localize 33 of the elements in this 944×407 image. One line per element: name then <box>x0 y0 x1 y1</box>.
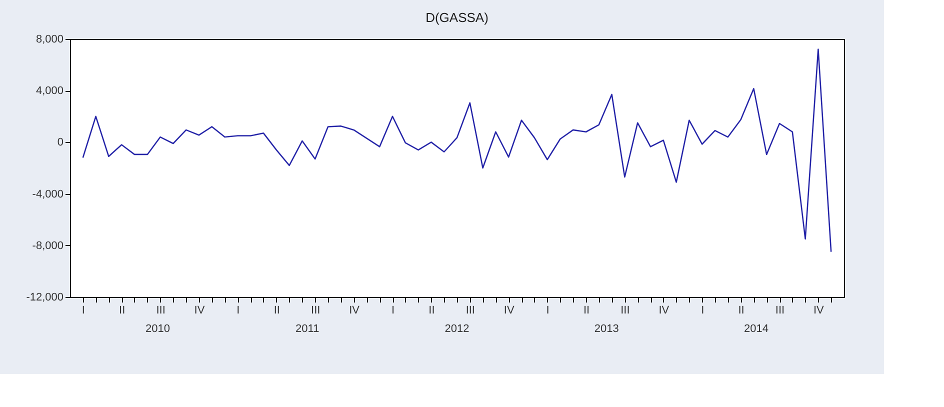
x-tick-label: II <box>274 304 280 316</box>
x-tick-label: III <box>620 304 630 316</box>
text: 2014 <box>744 323 769 335</box>
y-tick-label: -4,000 <box>32 188 64 200</box>
x-tick-label: IV <box>813 304 825 316</box>
x-tick-label: I <box>82 304 85 316</box>
x-tick-label: II <box>583 304 590 316</box>
text: 2011 <box>296 323 320 335</box>
x-tick-label: I <box>236 304 240 316</box>
x-tick-label: IV <box>504 304 515 316</box>
x-tick-label: I <box>701 304 704 316</box>
y-tick-label: 8,000 <box>36 34 64 46</box>
chart-title: D(GASSA) <box>426 10 488 25</box>
y-tick-label: 4,000 <box>36 85 64 98</box>
y-tick-label: 0 <box>57 136 64 149</box>
x-tick-label: III <box>775 304 785 316</box>
y-tick-label: -12,000 <box>26 292 64 304</box>
x-tick-label: I <box>546 304 550 316</box>
text: 2010 <box>145 323 170 335</box>
text: 2012 <box>444 323 470 335</box>
x-tick-label: III <box>156 304 166 316</box>
x-tick-label: II <box>428 304 435 316</box>
x-tick-label: III <box>466 304 475 316</box>
x-tick-label: I <box>391 304 395 316</box>
text: 2013 <box>594 323 619 335</box>
x-tick-label: IV <box>658 304 670 316</box>
line-series <box>82 48 832 252</box>
x-tick-label: IV <box>194 304 206 316</box>
x-tick-label: II <box>119 304 126 316</box>
x-tick-label: III <box>311 304 320 316</box>
x-tick-label: IV <box>349 304 360 316</box>
x-tick-label: II <box>738 304 744 316</box>
y-tick-label: -8,000 <box>32 240 64 252</box>
